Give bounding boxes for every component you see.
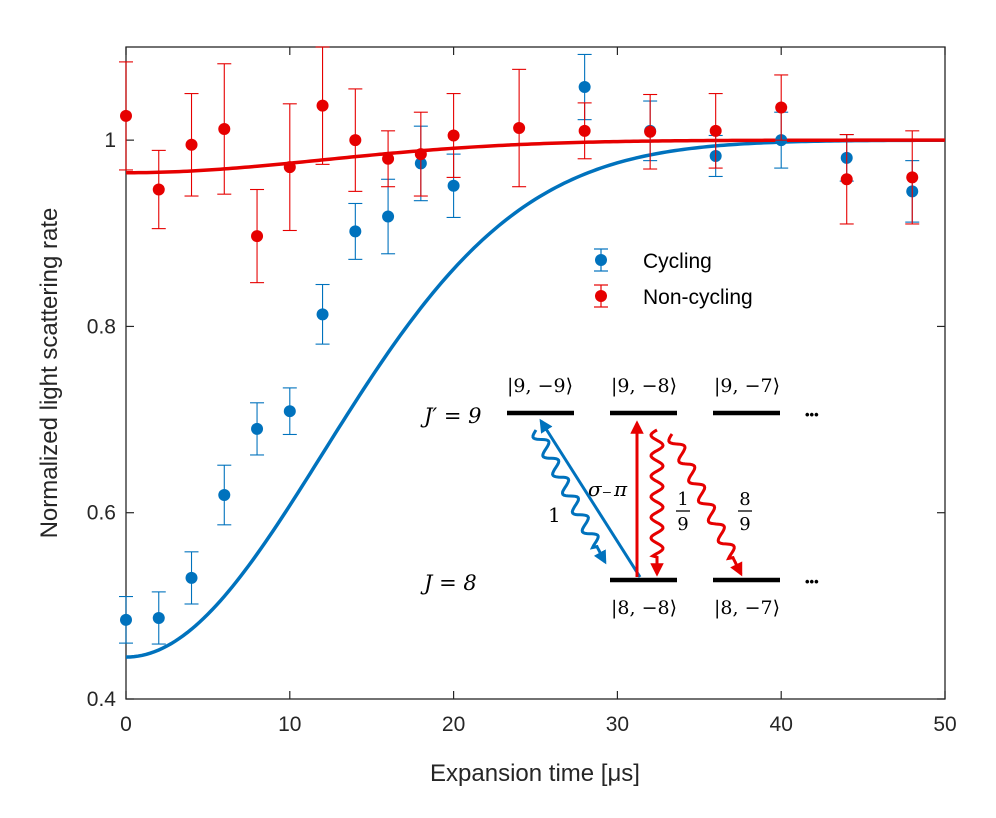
sigma-minus-arrow [539, 418, 642, 578]
data-point-non-cycling [447, 129, 460, 142]
data-point-non-cycling [120, 109, 132, 122]
data-point-non-cycling [513, 122, 526, 135]
data-point-non-cycling [578, 124, 591, 137]
data-point-non-cycling [185, 138, 198, 151]
x-tick-label: 50 [933, 713, 956, 736]
data-point-non-cycling [775, 101, 788, 114]
data-point-cycling [316, 308, 329, 321]
data-point-cycling [120, 613, 132, 626]
data-point-non-cycling [152, 183, 165, 196]
decay-arrow-strength-1 [531, 429, 607, 565]
branch-frac-1-num: 1 [677, 489, 688, 510]
lower-level-label: J = 8 [420, 571, 477, 595]
data-point-non-cycling [218, 122, 231, 135]
plot-frame [125, 46, 946, 700]
sigma-minus-label: σ₋ [588, 477, 612, 501]
lower-ellipsis: ••• [805, 574, 819, 589]
data-point-non-cycling [414, 148, 427, 161]
data-point-cycling [382, 210, 395, 223]
state-label-8-m7: |8, −7⟩ [714, 597, 780, 619]
y-axis-label: Normalized light scattering rate [36, 208, 63, 539]
legend-cycling-label: Cycling [643, 250, 712, 273]
data-point-cycling [152, 611, 165, 624]
data-points [119, 46, 920, 645]
y-tick-label: 0.8 [87, 315, 116, 338]
data-point-non-cycling [382, 152, 395, 165]
state-label-9-m7: |9, −7⟩ [714, 375, 780, 397]
data-point-non-cycling [283, 161, 296, 174]
state-label-9-m8: |9, −8⟩ [611, 375, 677, 397]
pi-label: π [613, 477, 628, 501]
data-point-cycling [218, 489, 231, 502]
decay-arrow-1-9 [649, 428, 665, 577]
legend-cycling-marker [595, 254, 607, 266]
x-tick-label: 40 [770, 713, 793, 736]
branch-frac-1-den: 9 [677, 514, 688, 535]
upper-level-label: J′ = 9 [420, 404, 482, 428]
data-point-cycling [251, 422, 264, 435]
upper-ellipsis: ••• [805, 407, 819, 422]
data-point-non-cycling [840, 173, 853, 186]
x-tick-label: 0 [120, 713, 132, 736]
x-axis-label: Expansion time [μs] [430, 760, 640, 787]
data-point-non-cycling [316, 99, 329, 112]
legend-noncycling-marker [595, 290, 607, 302]
legend: Cycling Non-cycling [594, 248, 753, 309]
y-tick-label: 0.4 [87, 688, 117, 711]
x-tick-label: 20 [442, 713, 465, 736]
x-axis-ticks: 0 10 20 30 40 50 [120, 47, 957, 736]
data-point-non-cycling [349, 134, 362, 147]
fit-curve-cycling [125, 138, 946, 659]
y-tick-label: 0.6 [87, 502, 116, 525]
data-point-non-cycling [251, 230, 264, 243]
decay-arrow-8-9 [667, 433, 743, 577]
state-label-8-m8: |8, −8⟩ [611, 597, 677, 619]
x-tick-label: 30 [606, 713, 629, 736]
branch-frac-2-num: 8 [739, 489, 750, 510]
state-label-9-m9: |9, −9⟩ [507, 375, 573, 397]
data-point-cycling [447, 179, 460, 192]
x-tick-label: 10 [278, 713, 301, 736]
data-point-cycling [185, 571, 198, 584]
data-point-non-cycling [644, 125, 657, 138]
branch-label-1: 1 [548, 503, 561, 527]
data-point-cycling [349, 225, 362, 238]
data-point-cycling [283, 405, 296, 418]
data-point-non-cycling [906, 171, 919, 184]
level-diagram-inset: J′ = 9 J = 8 |9, −9⟩ |9, −8⟩ |9, −7⟩ |8,… [420, 375, 819, 619]
data-point-cycling [578, 81, 591, 94]
data-point-non-cycling [709, 124, 722, 137]
y-tick-label: 1 [104, 129, 116, 152]
legend-noncycling-label: Non-cycling [643, 286, 753, 309]
fit-curve-non-cycling [126, 138, 945, 175]
branch-frac-2-den: 9 [739, 514, 750, 535]
y-axis-ticks: 0.4 0.6 0.8 1 [87, 129, 945, 711]
